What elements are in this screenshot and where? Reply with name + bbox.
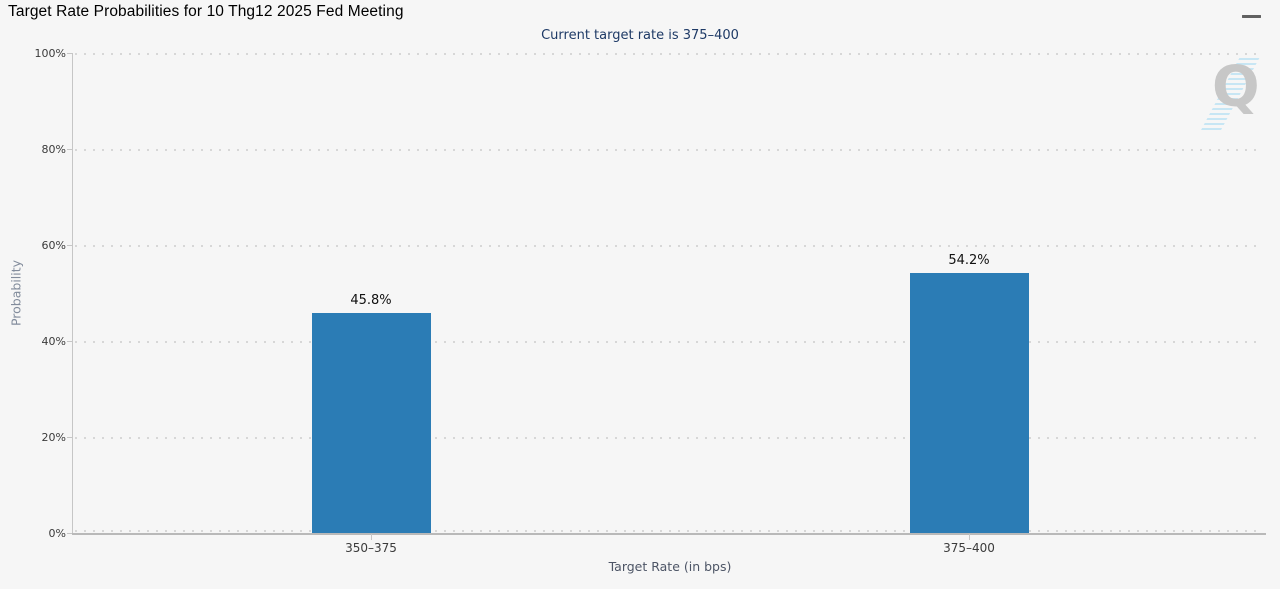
y-tick-100	[67, 53, 72, 54]
gridline-20	[75, 437, 1258, 439]
y-tick-label: 80%	[41, 143, 66, 156]
gridline-0	[75, 530, 1258, 532]
bar-375–400[interactable]	[909, 272, 1029, 533]
plot-area: 45.8% 350–375 54.2% 375–400	[67, 53, 1268, 555]
y-tick-40	[67, 341, 72, 342]
gridline-40	[75, 341, 1258, 343]
y-tick-label: 0%	[48, 527, 66, 540]
x-tick-350–375	[371, 534, 372, 540]
x-category-label: 375–400	[943, 541, 995, 555]
y-tick-80	[67, 149, 72, 150]
y-axis-tick-labels: 0% 20% 40% 60% 80% 100%	[0, 47, 66, 540]
x-axis-line	[72, 533, 1266, 535]
chart-subtitle: Current target rate is 375–400	[541, 28, 739, 43]
y-tick-20	[67, 437, 72, 438]
y-tick-label: 100%	[34, 47, 66, 60]
y-tick-label: 60%	[41, 239, 66, 252]
x-axis-title: Target Rate (in bps)	[608, 559, 732, 574]
y-axis-line	[72, 53, 73, 534]
chart-title: Target Rate Probabilities for 10 Thg12 2…	[8, 3, 404, 20]
bar-350–375[interactable]	[311, 313, 431, 533]
y-tick-0	[67, 533, 72, 534]
gridline-80	[75, 149, 1258, 151]
y-tick-60	[67, 245, 72, 246]
gridline-60	[75, 245, 1258, 247]
gridline-100	[75, 53, 1258, 55]
y-tick-label: 40%	[41, 335, 66, 348]
chart-menu-button[interactable]	[1238, 5, 1264, 27]
bar-value-label: 45.8%	[350, 293, 392, 309]
x-tick-375–400	[969, 534, 970, 540]
bar-value-label: 54.2%	[948, 252, 990, 268]
x-category-label: 350–375	[345, 541, 397, 555]
y-tick-label: 20%	[41, 431, 66, 444]
